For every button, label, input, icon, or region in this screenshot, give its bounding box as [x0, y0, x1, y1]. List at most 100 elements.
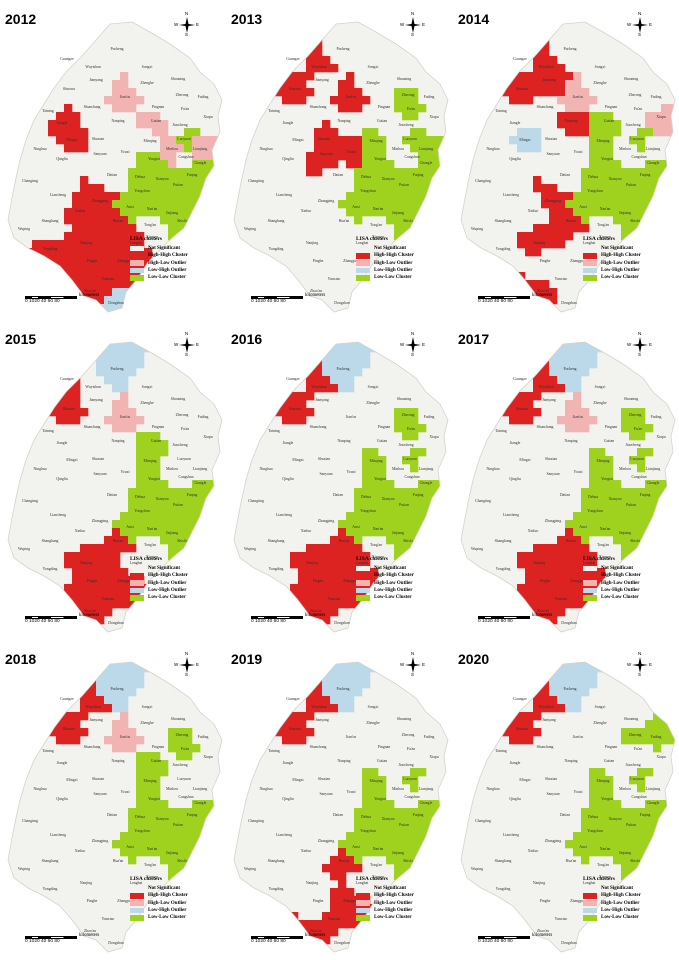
county-patch-putian [410, 832, 419, 841]
county-patch-zhangpu [346, 584, 355, 593]
county-patch-sanyuan [306, 168, 315, 177]
legend-label: High-Low Outlier [148, 900, 187, 906]
county-patch-anxi [354, 848, 363, 857]
county-patch-shishi [394, 864, 403, 873]
county-patch-yongding [64, 248, 73, 257]
county-patch-pucheng [338, 680, 347, 689]
county-patch-pinghe [96, 264, 105, 273]
county-patch-zhaoan [290, 624, 299, 632]
county-patch-youxi [346, 160, 355, 169]
county-patch-minqing [378, 136, 387, 145]
county-patch-mingxi [517, 136, 526, 145]
county-patch-fuqing [192, 816, 201, 825]
county-patch-xianyou [621, 808, 630, 817]
place-label: Nanjing [80, 241, 92, 245]
county-patch-yongtai [378, 792, 387, 801]
county-patch-nanjing [64, 552, 73, 561]
place-label: Pinghe [87, 899, 98, 903]
county-patch-zhaoan [525, 304, 534, 312]
legend-swatch [583, 580, 597, 586]
county-patch-anxi [581, 216, 590, 225]
county-patch-fuqing [434, 184, 443, 193]
legend-label: High-High Cluster [601, 253, 641, 259]
county-patch-fuqing [192, 496, 201, 505]
year-title: 2014 [458, 11, 490, 27]
county-patch-nanjing [64, 240, 73, 249]
county-patch-nanjing [104, 240, 113, 249]
county-patch-putian [168, 816, 177, 825]
compass-w: W [400, 22, 405, 27]
county-patch-changle [434, 480, 443, 489]
place-label: Minqing [143, 459, 156, 463]
county-patch-changle [426, 488, 435, 497]
county-patch-pucheng [112, 680, 121, 689]
county-patch-fuding [653, 744, 662, 753]
county-patch-changle [653, 480, 662, 489]
county-patch-pucheng [565, 368, 574, 377]
county-patch-jianou [136, 96, 145, 105]
county-patch-yunxiao [557, 592, 566, 601]
county-patch-shaowu [282, 408, 291, 417]
place-label: Qingliu [282, 797, 294, 801]
county-patch-zhangping [541, 200, 550, 209]
county-patch-changle [442, 816, 448, 825]
county-patch-changle [208, 816, 217, 825]
county-patch-pucheng [330, 360, 339, 369]
place-label: Nan'an [373, 847, 384, 851]
place-label: Nanping [337, 759, 350, 763]
place-label: Yongtai [601, 477, 613, 481]
county-patch-shaowu [525, 416, 534, 425]
county-patch-wuyishan [88, 696, 97, 705]
county-patch-shishi [434, 296, 443, 305]
place-label: Fuqing [187, 493, 198, 497]
place-label: Hua'an [339, 219, 350, 223]
county-patch-zhangpu [120, 584, 129, 593]
place-label: Tong'an [144, 863, 156, 867]
county-patch-pucheng [104, 662, 113, 665]
place-label: Changting [22, 819, 38, 823]
county-patch-pucheng [362, 664, 371, 673]
place-label: Jian'ou [120, 415, 131, 419]
county-patch-putian [410, 192, 419, 201]
place-label: Dongshan [334, 941, 349, 945]
county-patch-fuan [637, 432, 646, 441]
county-patch-shaowu [56, 400, 65, 409]
county-patch-anxi [354, 856, 363, 865]
county-patch-shishi [426, 864, 435, 873]
county-patch-pinghe [541, 584, 550, 593]
county-patch-gutian [160, 120, 169, 129]
place-label: Taining [42, 109, 54, 113]
county-patch-fuqing [669, 192, 675, 201]
county-patch-yongtai [144, 152, 153, 161]
county-patch-shishi [200, 224, 209, 233]
county-patch-shishi [402, 544, 411, 553]
county-patch-changle [216, 800, 222, 809]
county-patch-fuqing [418, 512, 427, 521]
place-label: Jianyang [315, 718, 329, 722]
county-patch-jianou [557, 416, 566, 425]
county-patch-changle [418, 160, 427, 169]
county-patch-nanjing [104, 560, 113, 569]
county-patch-pucheng [112, 688, 121, 697]
place-label: Jiaocheng [172, 763, 187, 767]
compass-n: N [411, 651, 415, 656]
county-patch-changle [418, 480, 427, 489]
county-patch-zhaoan [549, 296, 558, 305]
place-label: Pinghe [313, 899, 324, 903]
county-patch-pucheng [557, 672, 566, 681]
county-patch-zhangpu [104, 568, 113, 577]
place-label: Youxi [120, 790, 129, 794]
county-patch-nanan [378, 520, 387, 529]
place-label: Changle [647, 161, 660, 165]
county-patch-fuqing [434, 824, 443, 833]
county-patch-anxi [581, 856, 590, 865]
legend-label: Not Significant [374, 246, 407, 252]
county-patch-nanjing [541, 232, 550, 241]
county-patch-longhai [136, 248, 145, 257]
county-patch-putian [629, 512, 638, 521]
county-patch-pucheng [314, 342, 323, 345]
place-label: Jian'ou [120, 735, 131, 739]
county-patch-pucheng [541, 664, 550, 673]
legend-item-not-significant: Not Significant [130, 885, 225, 892]
county-patch-pucheng [128, 664, 137, 673]
